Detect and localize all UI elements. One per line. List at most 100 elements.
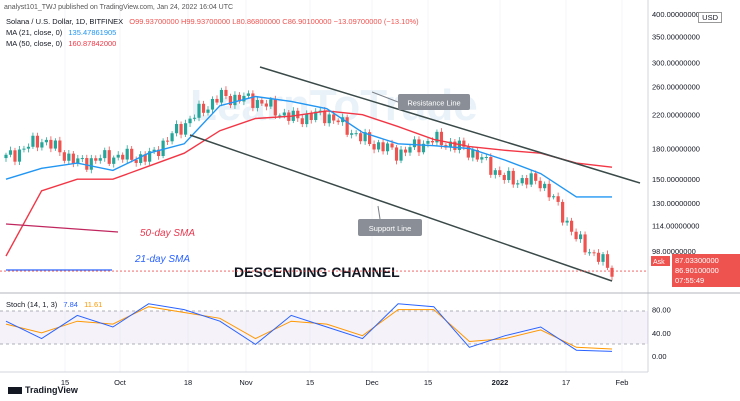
candle-body	[403, 149, 408, 153]
tradingview-brand[interactable]: TradingView	[8, 385, 78, 395]
time-tick-label: 15	[61, 378, 69, 387]
candle-body	[408, 147, 412, 153]
candle-body	[489, 156, 493, 175]
candle-body	[103, 150, 107, 159]
price-tick-label: 114.00000000	[652, 221, 699, 230]
support-callout[interactable]: Support Line	[358, 205, 422, 236]
tradingview-logo-icon	[8, 387, 22, 395]
candle-body	[143, 154, 147, 162]
candle-body	[435, 131, 439, 143]
candle-body	[323, 110, 327, 124]
ma50-legend[interactable]: MA (50, close, 0) 160.87842000	[6, 39, 116, 48]
candle-body	[44, 139, 48, 143]
ohlc-values: O99.93700000 H99.93700000 L80.86800000 C…	[129, 17, 419, 26]
candle-body	[58, 140, 62, 153]
price-tick-label: 98.00000000	[652, 247, 696, 256]
candle-body	[121, 154, 125, 160]
candle-body	[426, 140, 430, 144]
candle-body	[332, 114, 336, 121]
candle-body	[610, 267, 614, 277]
candle-body	[215, 98, 219, 103]
brand-name: TradingView	[25, 385, 78, 395]
candle-body	[565, 220, 569, 223]
time-tick-label: 15	[424, 378, 432, 387]
countdown: 07:55:49	[675, 276, 704, 285]
candle-body	[525, 178, 529, 185]
stoch-tick-label: 80.00	[652, 306, 671, 315]
candle-body	[592, 252, 596, 254]
candle-body	[192, 117, 197, 119]
candle-body	[502, 175, 506, 181]
sma21-annotation: 21-day SMA	[134, 254, 190, 265]
stoch-d-line	[5, 306, 613, 350]
candle-body	[570, 220, 574, 232]
resistance-line[interactable]	[259, 66, 641, 184]
candle-body	[40, 142, 44, 148]
candle-body	[368, 132, 372, 145]
currency-button[interactable]: USD	[698, 12, 722, 23]
channel-annotation: DESCENDING CHANNEL	[234, 264, 400, 280]
candle-body	[210, 98, 215, 110]
candle-body	[475, 149, 479, 160]
candle-body	[251, 93, 255, 108]
stoch-tick-label: 40.00	[652, 329, 671, 338]
ma21-legend[interactable]: MA (21, close, 0) 135.47861905	[6, 28, 116, 37]
resistance-callout[interactable]: Resistance Line	[371, 91, 470, 110]
candle-body	[314, 111, 318, 120]
candle-body	[359, 133, 363, 142]
candle-body	[188, 118, 192, 124]
candle-body	[161, 140, 165, 157]
ma50-line	[5, 110, 613, 257]
candle-body	[233, 94, 237, 106]
candle-body	[170, 133, 174, 142]
candle-body	[134, 159, 138, 163]
ask-price: 87.03300000	[675, 256, 719, 265]
candle-body	[76, 158, 80, 164]
candle-body	[31, 135, 35, 147]
stoch-legend-label: Stoch (14, 1, 3)	[6, 300, 58, 309]
candle-body	[578, 234, 583, 240]
candle-body	[448, 141, 452, 148]
price-tick-label: 220.00000000	[652, 111, 700, 120]
candle-body	[538, 180, 542, 189]
candle-body	[71, 153, 75, 164]
stoch-tick-label: 0.00	[652, 352, 667, 361]
candle-body	[520, 178, 524, 184]
candle-body	[381, 142, 385, 152]
symbol-name: Solana / U.S. Dollar, 1D, BITFINEX	[6, 17, 124, 26]
candle-body	[480, 157, 484, 160]
sma50-annotation: 50-day SMA	[140, 228, 195, 239]
candle-body	[62, 152, 66, 161]
candle-body	[80, 158, 84, 160]
candle-body	[350, 133, 354, 135]
candle-body	[390, 143, 394, 148]
candle-body	[354, 133, 358, 135]
candle-body	[556, 196, 560, 202]
stoch-k-line	[5, 303, 613, 352]
candle-body	[26, 146, 31, 149]
support-line[interactable]	[189, 134, 613, 282]
candle-body	[152, 149, 156, 152]
price-tick-label: 130.00000000	[652, 199, 700, 208]
candle-body	[596, 252, 601, 262]
candle-body	[22, 148, 26, 150]
candle-body	[183, 123, 188, 135]
candle-body	[260, 100, 264, 104]
price-tick-label: 400.00000000	[652, 10, 700, 19]
candle-body	[197, 103, 201, 118]
candle-body	[507, 170, 511, 181]
candle-body	[363, 132, 367, 142]
time-tick-label: 18	[184, 378, 192, 387]
candle-body	[166, 140, 170, 142]
ask-tag: Ask	[651, 256, 670, 266]
candle-body	[605, 254, 610, 268]
candle-body	[228, 96, 233, 106]
candle-body	[529, 173, 533, 185]
time-tick-label: Oct	[114, 378, 127, 387]
stoch-legend[interactable]: Stoch (14, 1, 3) 7.84 11.61	[6, 300, 102, 309]
stoch-k-value: 7.84	[63, 300, 78, 309]
candle-body	[574, 231, 578, 240]
ask-label: Ask	[653, 259, 665, 266]
support-label: Support Line	[369, 224, 412, 233]
